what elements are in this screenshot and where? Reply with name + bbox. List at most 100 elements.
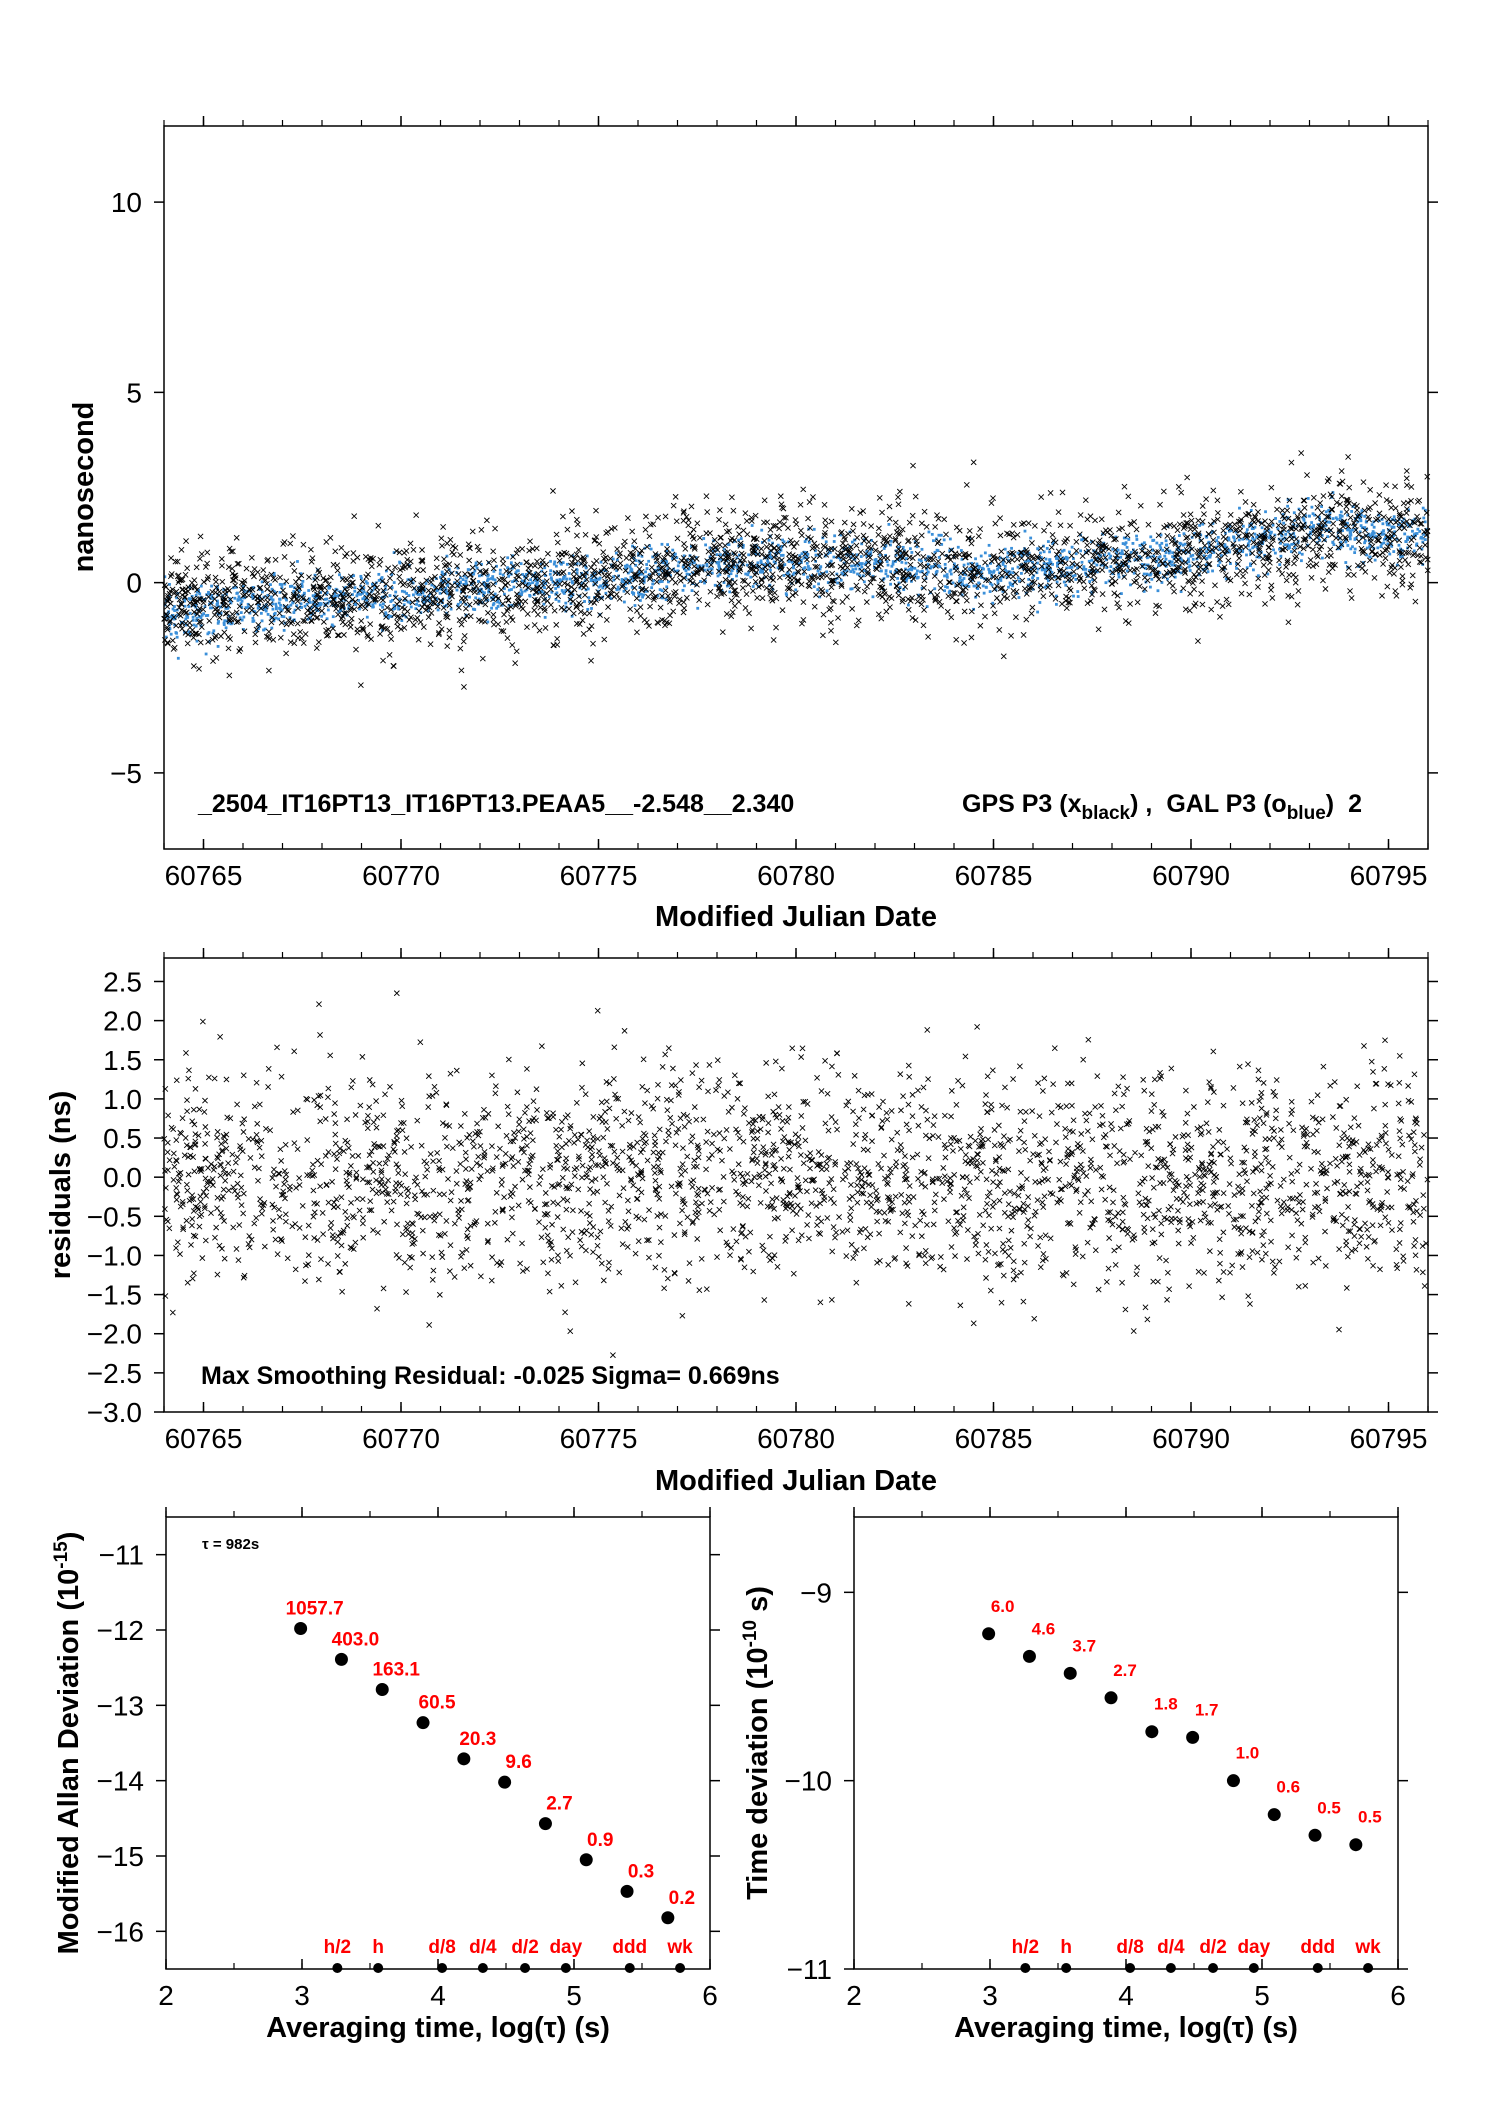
gps-point (1266, 544, 1272, 551)
gal-point (1201, 522, 1205, 526)
gps-point (263, 573, 270, 580)
gps-point (322, 601, 329, 608)
gps-point (827, 605, 834, 612)
gps-point (1198, 590, 1205, 597)
gps-point (161, 615, 168, 622)
gps-point (287, 540, 294, 547)
gal-point (188, 633, 192, 636)
gal-point (228, 599, 232, 603)
gal-point (989, 561, 993, 565)
gps-point (1238, 590, 1245, 597)
gal-point (194, 624, 198, 628)
gps-point (1196, 548, 1203, 554)
gal-point (306, 617, 310, 621)
gal-point (288, 585, 292, 588)
gal-point (760, 528, 764, 532)
gps-point (773, 595, 780, 602)
gal-point (447, 577, 451, 581)
gps-point (687, 557, 694, 564)
gps-point (1292, 579, 1299, 586)
gps-point (1180, 512, 1187, 518)
gal-point (168, 627, 172, 631)
gps-point (1176, 549, 1183, 556)
gal-point (387, 614, 390, 617)
gal-point (1272, 548, 1275, 552)
gal-point (736, 569, 739, 573)
gal-point (940, 543, 944, 546)
gps-point (952, 563, 959, 570)
gal-point (1328, 511, 1332, 515)
gal-point (1095, 563, 1099, 567)
gal-point (356, 591, 360, 595)
gps-point (1422, 542, 1429, 548)
gal-point (717, 565, 721, 569)
gps-point (483, 567, 489, 574)
gal-point (439, 587, 442, 591)
gps-point (953, 598, 960, 604)
gps-point (318, 594, 325, 601)
gps-point (820, 632, 826, 639)
gal-point (1418, 530, 1422, 533)
gal-point (248, 589, 252, 593)
gal-point (1061, 557, 1065, 561)
gal-point (933, 550, 937, 554)
gal-point (163, 575, 167, 579)
gps-point (961, 608, 968, 615)
gps-point (690, 571, 697, 578)
gal-point (818, 595, 822, 599)
gal-point (252, 586, 256, 590)
gal-point (865, 570, 869, 574)
gal-point (717, 561, 721, 564)
gps-point (428, 610, 435, 616)
gal-point (634, 559, 638, 562)
gal-point (696, 606, 700, 610)
gps-point (1171, 588, 1177, 595)
gps-point (1030, 555, 1036, 562)
gps-point (1179, 559, 1186, 566)
gal-point (1340, 514, 1344, 518)
gal-point (1073, 573, 1077, 577)
gps-point (1203, 496, 1210, 503)
gps-point (1404, 482, 1410, 489)
gps-point (629, 528, 636, 535)
gal-point (637, 592, 641, 596)
gal-point (204, 614, 208, 618)
gal-point (246, 605, 250, 609)
gps-point (619, 583, 626, 590)
gps-point (503, 619, 510, 625)
gps-point (202, 564, 209, 570)
gps-point (659, 593, 665, 599)
gal-point (394, 590, 398, 594)
gal-point (552, 562, 556, 566)
gal-point (767, 538, 771, 542)
gps-point (663, 568, 670, 575)
gal-point (244, 606, 248, 610)
gps-point (226, 616, 233, 623)
gal-point (1421, 540, 1425, 544)
gps-point (828, 545, 835, 552)
gal-point (818, 572, 821, 576)
gps-point (1388, 504, 1395, 511)
gal-point (1149, 535, 1153, 539)
gps-point (1243, 534, 1250, 541)
gps-point (694, 570, 700, 577)
gps-point (832, 639, 839, 646)
gal-point (246, 602, 250, 606)
gal-point (1309, 532, 1313, 536)
gps-point (205, 574, 212, 580)
gps-point (1292, 555, 1299, 562)
gal-point (1318, 538, 1322, 542)
gal-point (519, 562, 523, 566)
gps-point (752, 548, 759, 555)
gps-point (1350, 520, 1357, 527)
gps-point (266, 635, 273, 642)
gal-point (897, 546, 900, 549)
gal-point (1374, 535, 1378, 538)
gal-point (1367, 539, 1371, 543)
gps-point (183, 538, 190, 544)
gal-point (690, 560, 694, 563)
gal-point (882, 547, 886, 550)
gps-point (799, 620, 805, 627)
gps-point (1178, 489, 1185, 496)
gal-point (509, 561, 513, 565)
